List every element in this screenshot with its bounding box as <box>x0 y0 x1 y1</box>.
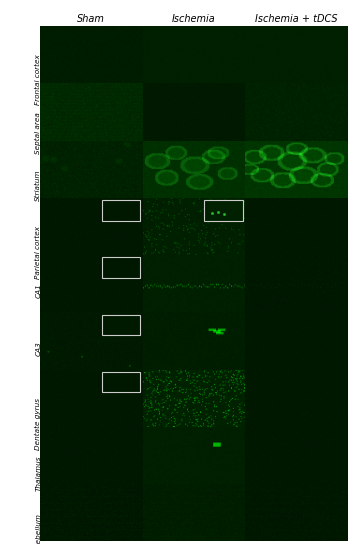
Text: Sham: Sham <box>77 15 105 24</box>
Text: Parietal cortex: Parietal cortex <box>35 226 42 280</box>
Bar <box>102 314 140 335</box>
Text: Ischemia: Ischemia <box>172 15 216 24</box>
Text: Ischemia + tDCS: Ischemia + tDCS <box>255 15 337 24</box>
Text: Cerebellum: Cerebellum <box>35 512 42 544</box>
Text: Septal area: Septal area <box>35 112 42 154</box>
Bar <box>204 200 243 221</box>
Text: Frontal cortex: Frontal cortex <box>35 55 42 106</box>
Text: CA3: CA3 <box>35 341 42 356</box>
Text: Striatum: Striatum <box>35 169 42 201</box>
Bar <box>102 200 140 221</box>
Text: CA1: CA1 <box>35 284 42 299</box>
Text: Thalamus: Thalamus <box>35 455 42 491</box>
Text: Dentate gyrus: Dentate gyrus <box>35 398 42 450</box>
Bar <box>102 257 140 278</box>
Bar <box>102 372 140 392</box>
